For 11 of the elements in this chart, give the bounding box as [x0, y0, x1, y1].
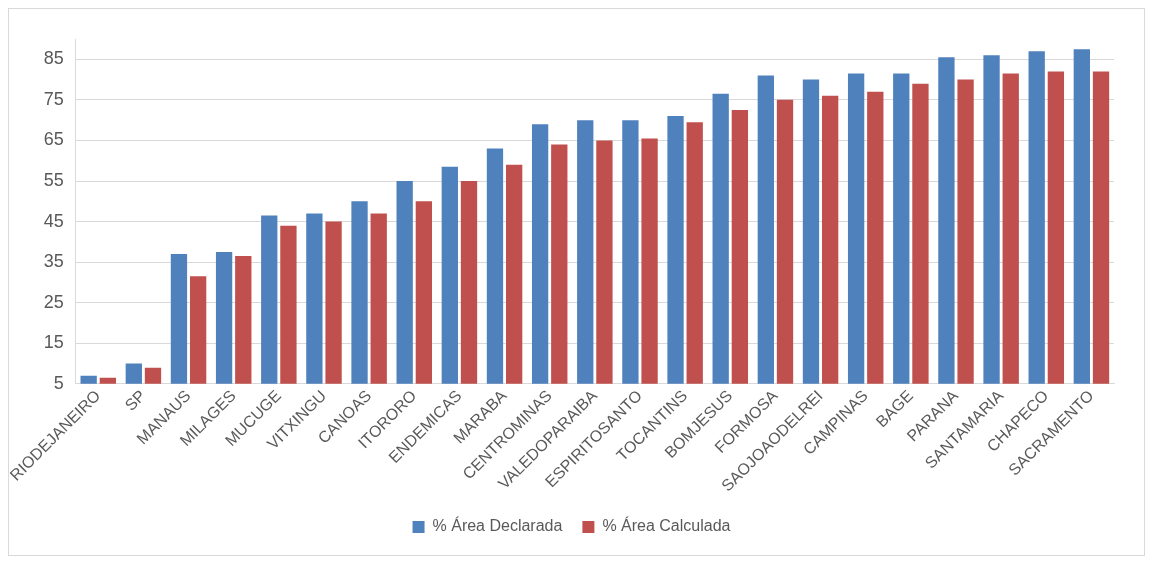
legend-label: % Área Calculada [602, 516, 731, 535]
y-tick-label: 55 [43, 169, 64, 190]
y-tick-label: 45 [43, 210, 64, 231]
y-tick-label: 15 [43, 332, 64, 353]
legend-label: % Área Declarada [432, 516, 563, 535]
y-tick-label: 25 [43, 291, 64, 312]
y-tick-label: 5 [53, 372, 64, 393]
y-tick-label: 65 [43, 129, 64, 150]
y-tick-label: 75 [43, 88, 64, 109]
y-tick-label: 85 [43, 48, 64, 69]
y-tick-label: 35 [43, 251, 64, 272]
